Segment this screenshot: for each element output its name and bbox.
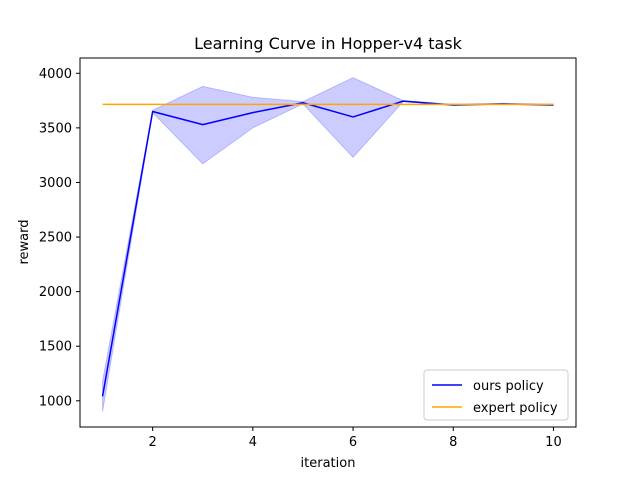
x-tick-label: 8: [449, 435, 457, 450]
legend: ours policy expert policy: [423, 369, 569, 421]
plot-frame: [79, 57, 577, 428]
x-axis-title: iteration: [301, 456, 356, 471]
y-tick-label: 4000: [39, 67, 72, 82]
legend-label-expert-policy: expert policy: [473, 401, 558, 416]
axes: 2 4 6 8 10 1000 1500 2000 2500 3000 3500 4000: [39, 67, 562, 450]
y-tick-label: 1500: [39, 340, 72, 355]
x-tick-label: 6: [349, 435, 357, 450]
plot-area: [101, 77, 554, 412]
x-tick-label: 10: [545, 435, 562, 450]
series-line-ours-policy: [101, 100, 554, 397]
y-tick-label: 2500: [39, 231, 72, 246]
chart-title: Learning Curve in Hopper-v4 task: [194, 34, 463, 53]
y-tick-label: 2000: [39, 285, 72, 300]
x-tick-label: 4: [249, 435, 257, 450]
band-ours-policy: [102, 77, 554, 412]
y-tick-label: 3500: [39, 121, 72, 136]
legend-label-ours-policy: ours policy: [473, 379, 544, 394]
y-axis-title: reward: [17, 219, 32, 264]
x-tick-label: 2: [149, 435, 157, 450]
y-tick-label: 1000: [39, 394, 72, 409]
y-tick-label: 3000: [39, 176, 72, 191]
